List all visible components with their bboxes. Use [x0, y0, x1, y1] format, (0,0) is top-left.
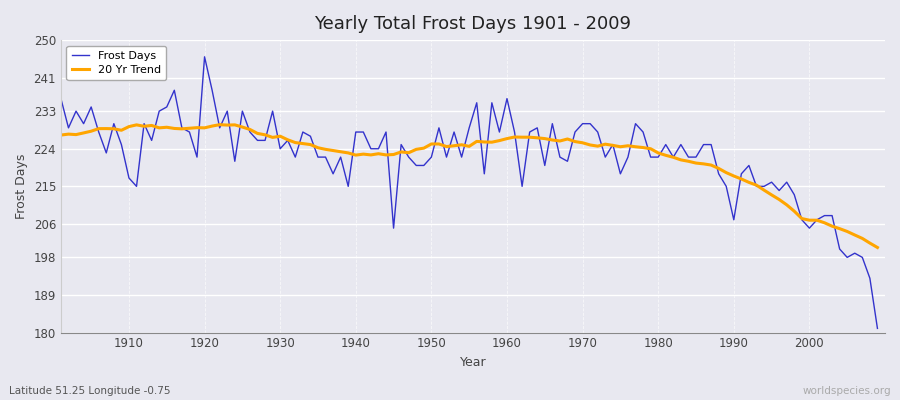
Line: Frost Days: Frost Days: [61, 57, 878, 328]
Frost Days: [336, 155, 346, 160]
X-axis label: Year: Year: [460, 356, 486, 369]
Frost Days: [199, 54, 210, 59]
Frost Days: [116, 142, 127, 147]
Text: worldspecies.org: worldspecies.org: [803, 386, 891, 396]
Y-axis label: Frost Days: Frost Days: [15, 154, 28, 219]
Frost Days: [290, 155, 301, 160]
20 Yr Trend: [600, 142, 611, 146]
Frost Days: [600, 155, 611, 160]
Title: Yearly Total Frost Days 1901 - 2009: Yearly Total Frost Days 1901 - 2009: [314, 15, 632, 33]
20 Yr Trend: [872, 245, 883, 250]
20 Yr Trend: [214, 122, 225, 127]
Frost Days: [509, 130, 520, 134]
Legend: Frost Days, 20 Yr Trend: Frost Days, 20 Yr Trend: [67, 46, 166, 80]
20 Yr Trend: [56, 133, 67, 138]
Line: 20 Yr Trend: 20 Yr Trend: [61, 125, 878, 248]
Frost Days: [56, 96, 67, 101]
20 Yr Trend: [290, 140, 301, 145]
Frost Days: [872, 326, 883, 331]
Frost Days: [501, 96, 512, 101]
20 Yr Trend: [501, 136, 512, 141]
20 Yr Trend: [336, 149, 346, 154]
20 Yr Trend: [509, 135, 520, 140]
Text: Latitude 51.25 Longitude -0.75: Latitude 51.25 Longitude -0.75: [9, 386, 170, 396]
20 Yr Trend: [116, 128, 127, 133]
